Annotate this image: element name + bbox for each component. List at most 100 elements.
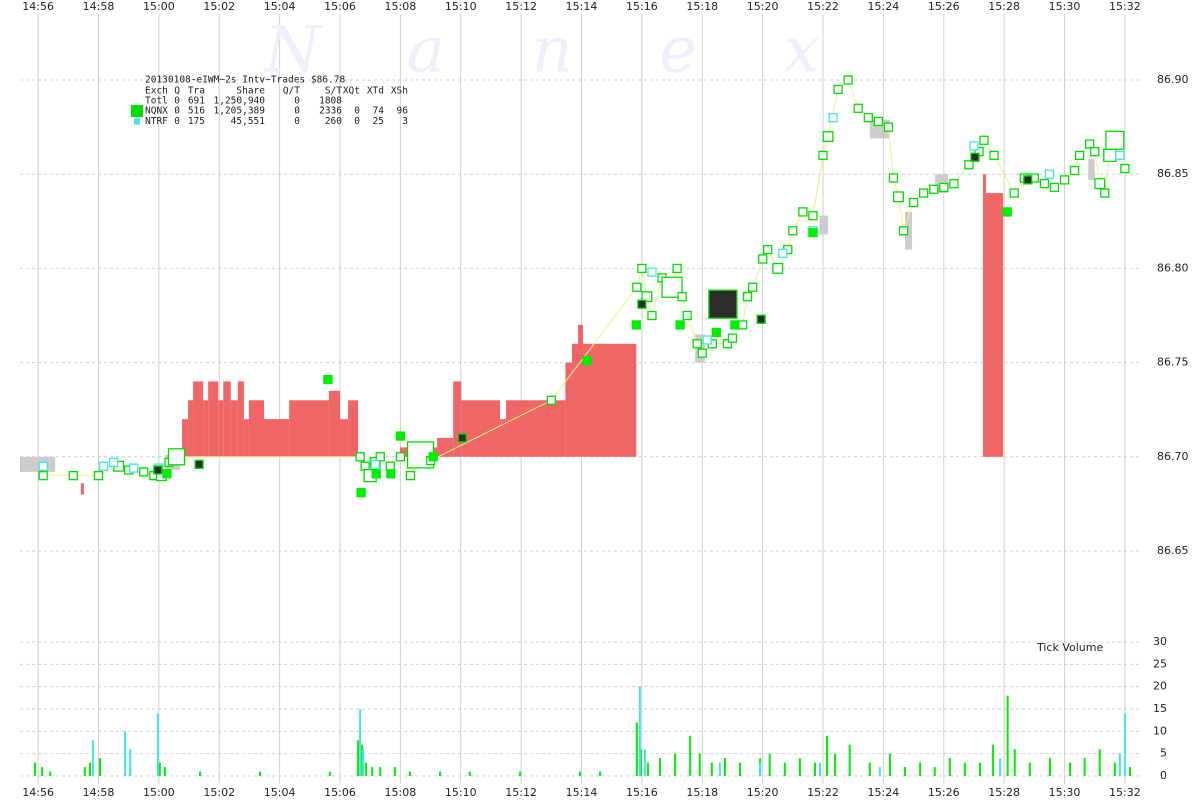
x-tick-label: 15:20 (747, 786, 779, 799)
trade-square (883, 122, 894, 132)
trade-square (778, 248, 788, 258)
info-cell: 516 (188, 106, 205, 117)
info-cell: 0 (354, 106, 360, 117)
trade-square (798, 207, 808, 217)
trade-square (395, 431, 406, 441)
y-tick-label: 86.80 (1157, 261, 1189, 274)
volume-bar (1006, 695, 1009, 776)
info-cell: 691 (188, 96, 205, 107)
trade-square (356, 487, 366, 498)
info-cell: 0 (354, 116, 360, 127)
volume-bar (888, 753, 891, 776)
trade-square (853, 103, 863, 113)
volume-bar (1113, 762, 1116, 776)
quote-band (819, 215, 829, 235)
legend-name: NQNX (145, 106, 168, 117)
volume-bar (1069, 762, 1072, 776)
y-tick-label: 86.90 (1157, 73, 1189, 86)
volume-bar (468, 771, 471, 776)
trade-square (969, 141, 979, 151)
info-cell: 0 (294, 96, 300, 107)
x-tick-label: 15:28 (988, 0, 1020, 13)
quote-band (80, 483, 84, 495)
trade-square (833, 84, 843, 95)
quote-band (453, 381, 462, 457)
labels: 14:56 14:58 15:00 15:02 15:04 15:06 15:08 15:10… (22, 0, 1188, 799)
trade-square (582, 356, 592, 366)
info-header: XQt (343, 86, 360, 97)
trade-square (908, 197, 919, 208)
y-tick-label: 86.75 (1157, 356, 1189, 369)
volume-bar (834, 753, 837, 776)
volume-bars (34, 686, 1131, 776)
volume-bar (91, 740, 94, 776)
info-cell: 0 (174, 106, 180, 117)
quote-band (248, 400, 265, 457)
x-tick-label: 15:10 (445, 786, 477, 799)
trade-square (898, 226, 909, 236)
trade-square (737, 320, 748, 330)
x-tick-label: 15:30 (1049, 0, 1081, 13)
trade-square (772, 262, 784, 274)
volume-bar (362, 749, 365, 776)
trade-square (637, 299, 647, 309)
info-cell: 25 (373, 116, 384, 127)
x-tick-label: 15:06 (324, 786, 356, 799)
trade-square (677, 292, 687, 302)
x-tick-label: 15:26 (928, 786, 960, 799)
volume-bar (129, 749, 132, 776)
volume-bar (156, 713, 159, 776)
info-header: XTd (367, 86, 384, 97)
volume-bar (199, 771, 202, 776)
volume-bar (1128, 767, 1131, 776)
trade-square (970, 152, 980, 162)
volume-bar (868, 762, 871, 776)
trade-square (428, 452, 438, 462)
trade-square (722, 339, 733, 349)
y-tick-label: 86.85 (1157, 167, 1189, 180)
quote-band (203, 400, 209, 457)
info-header: Q/T (283, 86, 300, 97)
volume-bar (646, 762, 649, 776)
trade-square (863, 113, 873, 123)
trade-square (949, 178, 959, 189)
volume-bar (163, 767, 166, 776)
volume-bar (1013, 749, 1016, 776)
trade-square (788, 226, 798, 236)
volume-bar (992, 744, 995, 776)
quotes (20, 119, 1095, 495)
trade-square (395, 452, 406, 462)
trade-square (457, 433, 467, 443)
trade-square (68, 470, 78, 481)
quote-band (437, 437, 454, 457)
volume-bar (599, 771, 602, 776)
info-cell: 1,250,940 (214, 96, 266, 107)
x-tick-label: 14:58 (83, 786, 115, 799)
info-header: Share (236, 86, 265, 97)
x-tick-label: 15:30 (1049, 786, 1081, 799)
x-tick-label: 15:22 (807, 786, 839, 799)
y-tick-label: 10 (1153, 724, 1167, 737)
trade-square (747, 282, 758, 292)
x-tick-label: 15:18 (686, 786, 718, 799)
volume-bar (948, 758, 951, 776)
trade-square (1044, 169, 1055, 179)
trade-square (1039, 178, 1050, 189)
trade-square (647, 310, 657, 321)
legend-name: NTRF (145, 116, 168, 127)
volume-bar (848, 744, 851, 776)
trade-square (641, 291, 653, 303)
trade-square (162, 469, 172, 479)
volume-bar (698, 753, 701, 776)
trade-square (1049, 182, 1060, 193)
volume-bar (359, 709, 362, 776)
quote-band (243, 419, 249, 457)
info-header: XSh (391, 86, 408, 97)
quote-band (193, 381, 204, 457)
info-header: S/T (325, 86, 342, 97)
info-header: Q (174, 86, 180, 97)
volume-bar (723, 758, 726, 776)
trade-square (692, 339, 702, 349)
quote-band (289, 400, 329, 457)
